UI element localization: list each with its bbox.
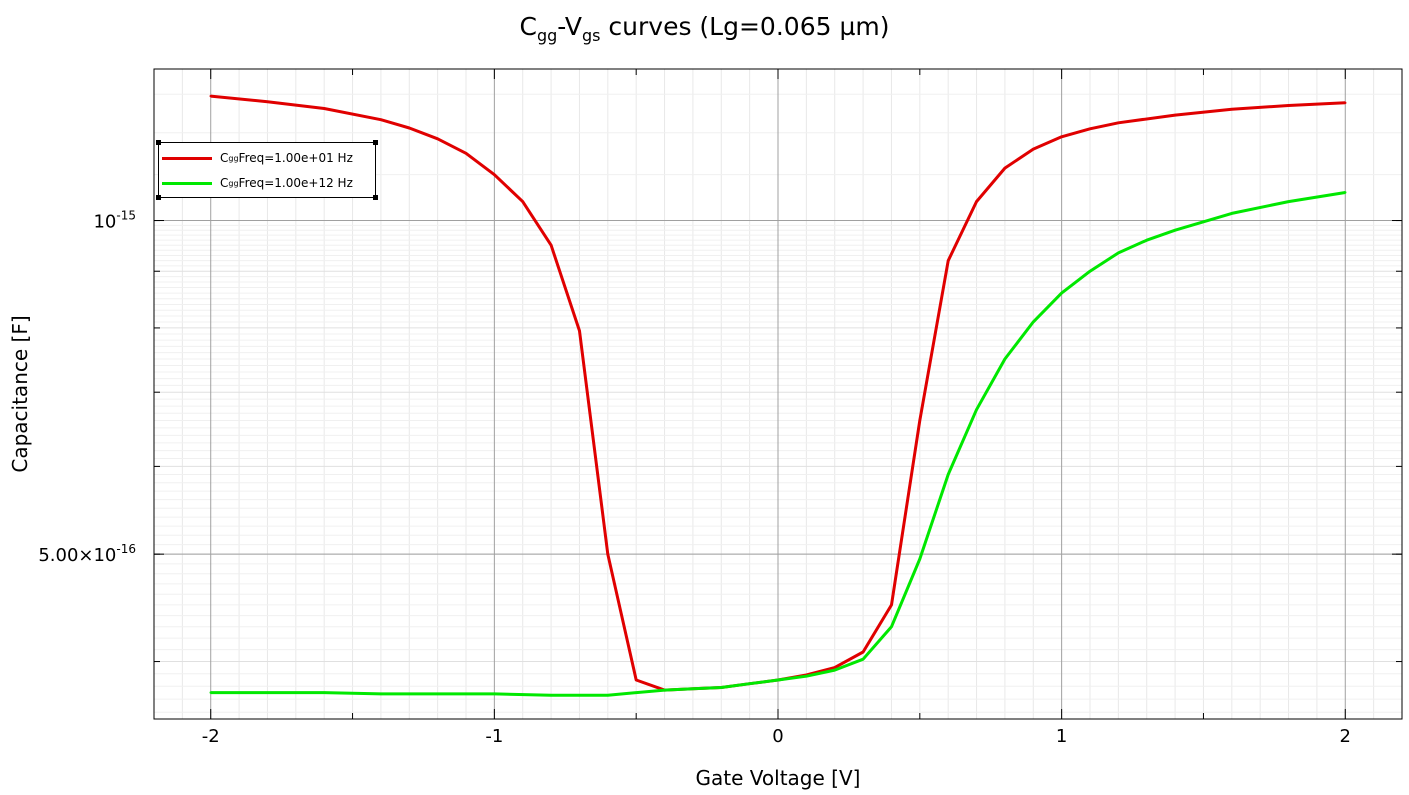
- data-point: [1117, 251, 1120, 255]
- data-point: [266, 691, 269, 694]
- axis-ticks: [154, 69, 1402, 719]
- data-point: [1145, 238, 1148, 242]
- x-tick-label: 1: [1056, 726, 1067, 747]
- y-tick-label: 5.00×10-16: [38, 542, 136, 566]
- data-point: [549, 244, 553, 247]
- data-point: [436, 692, 439, 696]
- data-point: [464, 152, 468, 155]
- data-point: [1173, 229, 1177, 232]
- data-point: [1060, 135, 1063, 138]
- data-point: [436, 137, 439, 141]
- legend-swatch-red: [162, 156, 212, 160]
- major-gridlines: [154, 69, 1402, 719]
- data-point: [1032, 320, 1035, 324]
- data-point: [975, 408, 978, 411]
- data-point: [946, 259, 950, 262]
- data-point: [1173, 113, 1177, 117]
- data-point: [776, 678, 780, 682]
- data-point: [946, 473, 950, 476]
- data-point: [521, 200, 524, 203]
- x-tick-label: 0: [772, 726, 783, 747]
- data-point: [748, 682, 751, 685]
- data-point: [663, 688, 666, 692]
- data-point: [1032, 147, 1035, 151]
- data-point: [634, 678, 638, 682]
- x-tick-label: -1: [485, 726, 503, 747]
- x-axis-label: Gate Voltage [V]: [695, 766, 861, 790]
- data-point: [1230, 212, 1234, 215]
- data-point: [975, 200, 978, 203]
- data-point: [1287, 104, 1290, 107]
- data-point: [209, 691, 212, 694]
- data-point: [1344, 101, 1347, 105]
- data-point: [266, 100, 269, 103]
- data-point: [918, 419, 922, 422]
- data-point: [322, 691, 326, 694]
- series-line-2: [210, 191, 1346, 697]
- data-point: [890, 625, 893, 628]
- data-point: [322, 107, 326, 110]
- legend-resize-handle[interactable]: [373, 195, 378, 200]
- data-point: [1230, 108, 1234, 111]
- x-tick-label: 2: [1340, 726, 1351, 747]
- data-point: [1060, 291, 1063, 295]
- data-point: [408, 126, 411, 130]
- legend-resize-handle[interactable]: [156, 195, 161, 200]
- data-point: [890, 603, 893, 607]
- data-point: [379, 692, 383, 696]
- legend-swatch-green: [162, 181, 212, 185]
- data-point: [606, 552, 610, 556]
- data-point: [209, 94, 212, 98]
- data-point: [606, 693, 610, 697]
- data-point: [549, 693, 553, 697]
- data-point: [833, 666, 836, 669]
- data-point: [720, 686, 723, 689]
- legend-resize-handle[interactable]: [373, 140, 378, 145]
- data-point: [578, 329, 581, 333]
- data-point: [1088, 270, 1092, 273]
- legend-resize-handle[interactable]: [156, 140, 161, 145]
- series-lines: [209, 94, 1347, 697]
- data-point: [1003, 166, 1007, 170]
- y-axis-label: Capacitance [F]: [8, 315, 32, 473]
- data-point: [1117, 121, 1120, 125]
- data-point: [493, 692, 496, 696]
- tick-labels: -2 -1 0 1 2 10-15 5.00×10-16: [38, 209, 1351, 747]
- data-point: [1344, 191, 1347, 194]
- data-point: [833, 668, 836, 672]
- data-point: [1088, 127, 1092, 130]
- chart-title: Cgg-Vgs curves (Lg=0.065 µm): [519, 12, 890, 45]
- x-tick-label: -2: [202, 726, 220, 747]
- data-point: [1287, 200, 1290, 203]
- data-point: [379, 118, 383, 121]
- data-point: [861, 650, 865, 654]
- data-point: [805, 675, 808, 678]
- data-point: [918, 557, 922, 561]
- data-point: [1003, 357, 1007, 361]
- data-point: [493, 173, 496, 176]
- y-tick-label: 10-15: [93, 209, 136, 233]
- data-point: [691, 687, 695, 690]
- data-point: [861, 657, 865, 661]
